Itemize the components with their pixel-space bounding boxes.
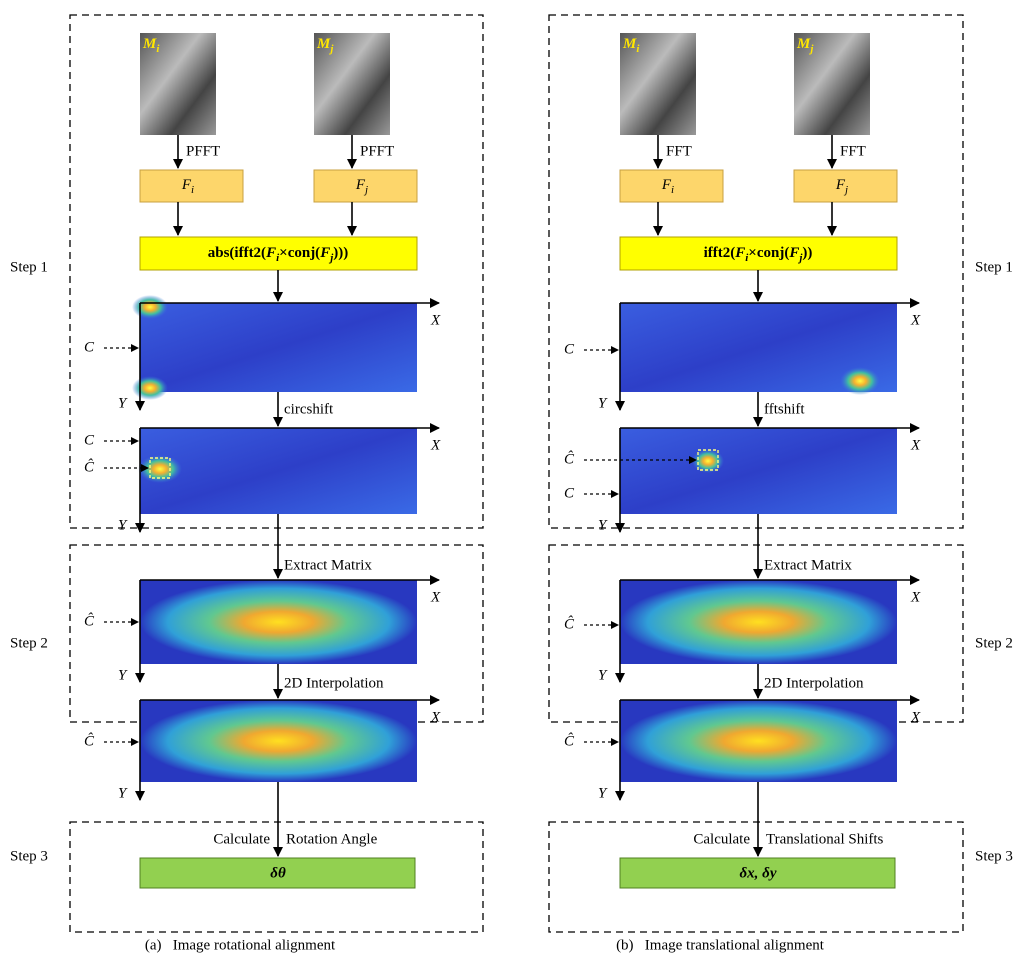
hotspot — [132, 295, 168, 319]
diagram: Step 1 Step 2 Step 3 Step 1 Step 2 Step 3 Mi PF… — [0, 0, 1022, 960]
axis-y: Y — [598, 667, 608, 683]
image-label-base: M — [316, 36, 331, 52]
marker-label: Ĉ — [564, 732, 575, 749]
axis-x: X — [430, 709, 441, 725]
heatmap — [140, 580, 417, 664]
operation: circshift — [284, 401, 334, 417]
hotspot — [138, 455, 182, 483]
marker-label: Ĉ — [564, 450, 575, 467]
heatmap-bg — [140, 700, 417, 782]
heatmap — [620, 700, 897, 782]
result: δx, δy — [739, 865, 776, 881]
formula-part: ))) — [333, 245, 348, 261]
axis-y: Y — [598, 785, 608, 801]
marker-label: C — [84, 339, 95, 355]
formula: ifft2(Fi×conj(Fj)) — [704, 245, 813, 263]
step-label: Step 3 — [975, 848, 1013, 864]
axis-x: X — [910, 437, 921, 453]
heatmap — [138, 428, 417, 514]
formula-part: abs(ifft2( — [208, 245, 266, 261]
spectrum-label-sub: i — [671, 184, 674, 196]
caption: (a) Image rotational alignment — [145, 937, 336, 953]
step-label: Step 2 — [10, 635, 48, 651]
step-label: Step 1 — [975, 259, 1013, 275]
axis-y: Y — [598, 517, 608, 533]
calculate: Translational Shifts — [766, 831, 884, 847]
calculate: Rotation Angle — [286, 831, 378, 847]
formula-part: F — [319, 245, 330, 261]
axis-y: Y — [118, 517, 128, 533]
formula-part: F — [788, 245, 799, 261]
caption: (b) Image translational alignment — [616, 937, 825, 953]
calculate: Calculate — [213, 831, 270, 847]
heatmap-bg — [140, 580, 417, 664]
axis-x: X — [430, 437, 441, 453]
axis-x: X — [910, 312, 921, 328]
spectrum-label-sub: i — [191, 184, 194, 196]
axis-x: X — [430, 312, 441, 328]
step-label: Step 1 — [10, 259, 48, 275]
formula-part: ifft2( — [704, 245, 736, 261]
marker-label: Ĉ — [84, 612, 95, 629]
formula-part: )) — [802, 245, 812, 261]
image-label-base: M — [622, 36, 637, 52]
hotspot — [840, 367, 880, 395]
marker-label: Ĉ — [84, 458, 95, 475]
image-label-base: M — [796, 36, 811, 52]
heatmap — [620, 580, 897, 664]
axis-y: Y — [118, 395, 128, 411]
result: δθ — [270, 865, 286, 881]
step-label: Step 3 — [10, 848, 48, 864]
transform-label: FFT — [840, 143, 866, 159]
heatmap-bg — [140, 303, 417, 392]
axis-y: Y — [118, 667, 128, 683]
heatmap — [620, 428, 897, 514]
axis-x: X — [910, 709, 921, 725]
operation: Extract Matrix — [284, 557, 372, 573]
calculate: Calculate — [693, 831, 750, 847]
image-label-base: M — [142, 36, 157, 52]
axis-y: Y — [118, 785, 128, 801]
marker-label: C — [564, 341, 575, 357]
operation: 2D Interpolation — [764, 675, 864, 691]
axis-x: X — [910, 589, 921, 605]
operation: fftshift — [764, 401, 805, 417]
axis-x: X — [430, 589, 441, 605]
operation: 2D Interpolation — [284, 675, 384, 691]
formula-part: ×conj( — [279, 245, 320, 261]
transform-label: PFFT — [186, 143, 220, 159]
heatmap-bg — [620, 700, 897, 782]
heatmap-bg — [620, 428, 897, 514]
heatmap-bg — [620, 580, 897, 664]
formula-part: F — [734, 245, 745, 261]
axis-y: Y — [598, 395, 608, 411]
hotspot — [132, 376, 168, 400]
formula-part: F — [265, 245, 276, 261]
marker-label: C — [564, 485, 575, 501]
heatmap — [620, 303, 897, 395]
step-label: Step 2 — [975, 635, 1013, 651]
formula-part: ×conj( — [748, 245, 789, 261]
heatmap — [140, 700, 417, 782]
transform-label: PFFT — [360, 143, 394, 159]
transform-label: FFT — [666, 143, 692, 159]
marker-label: Ĉ — [564, 615, 575, 632]
marker-label: Ĉ — [84, 732, 95, 749]
heatmap — [132, 295, 417, 400]
operation: Extract Matrix — [764, 557, 852, 573]
marker-label: C — [84, 432, 95, 448]
